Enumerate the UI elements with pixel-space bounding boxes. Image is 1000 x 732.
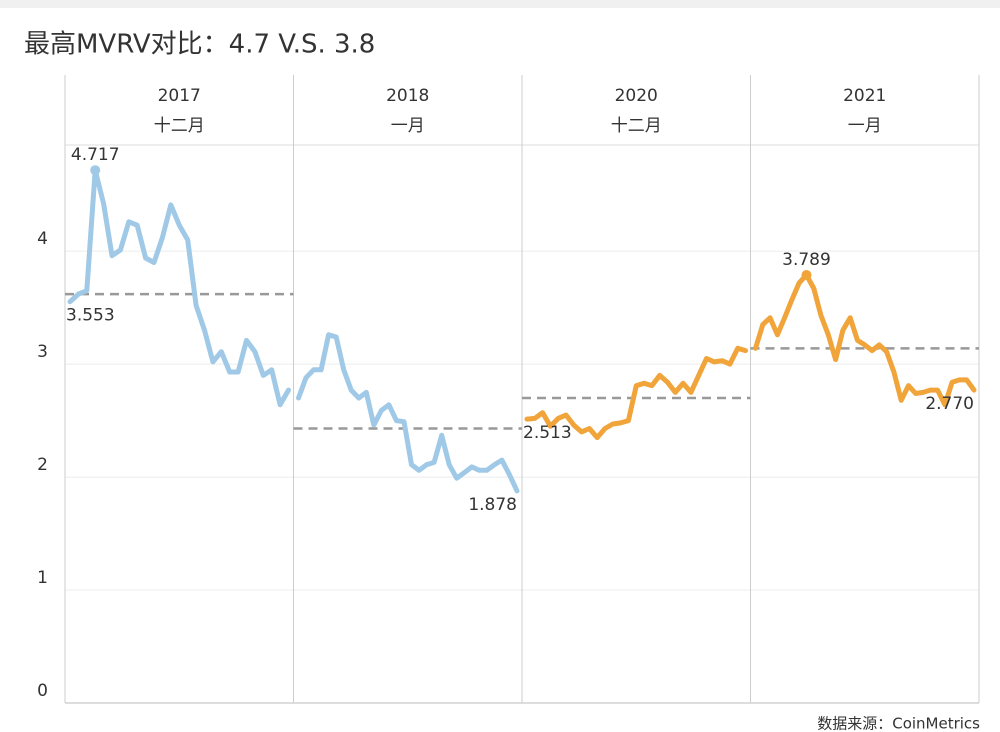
panel-year: 2020 — [615, 86, 658, 106]
data-label: 2.770 — [925, 394, 974, 414]
peak-dot — [801, 270, 812, 281]
y-tick-label: 2 — [37, 455, 48, 475]
panel-month: 十二月 — [154, 116, 205, 136]
series-line — [67, 167, 291, 408]
panel-month: 十二月 — [611, 116, 662, 136]
top-bar — [0, 0, 1000, 8]
panel-year: 2017 — [158, 86, 201, 106]
source: 数据来源：CoinMetrics — [817, 715, 980, 732]
panel-month: 一月 — [391, 116, 425, 136]
data-label: 2.513 — [523, 423, 572, 443]
chart-title: 最高MVRV对比：4.7 V.S. 3.8 — [24, 30, 375, 60]
series-line — [753, 272, 977, 408]
series-line — [296, 332, 520, 494]
data-label: 3.553 — [66, 306, 115, 326]
data-label: 3.789 — [782, 250, 831, 270]
y-tick-label: 4 — [37, 229, 48, 249]
data-label: 1.878 — [468, 495, 517, 515]
y-tick-label: 0 — [37, 681, 48, 701]
panel-year: 2018 — [386, 86, 429, 106]
y-tick-label: 3 — [37, 342, 48, 362]
y-tick-label: 1 — [37, 568, 48, 588]
peak-dot — [90, 165, 101, 176]
panel-month: 一月 — [848, 116, 882, 136]
panel-year: 2021 — [843, 86, 886, 106]
series-line — [524, 345, 748, 441]
data-label: 4.717 — [71, 145, 120, 165]
